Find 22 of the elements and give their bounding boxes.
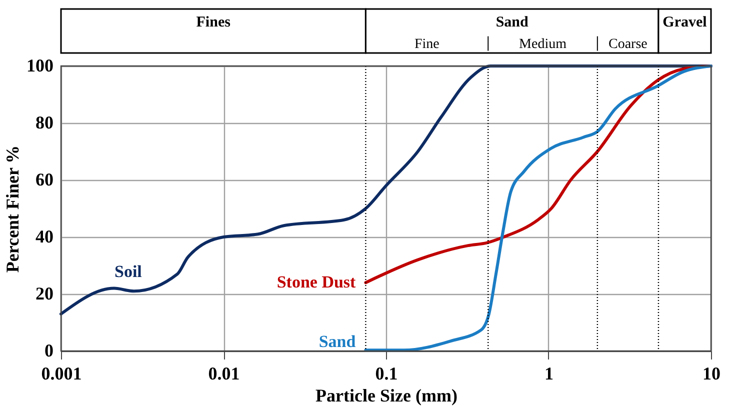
y-tick-label: 80 bbox=[36, 112, 54, 132]
y-tick-label: 60 bbox=[36, 170, 54, 190]
series-label: Soil bbox=[114, 262, 142, 282]
x-tick-label: 10 bbox=[702, 364, 720, 384]
series-label: Sand bbox=[318, 332, 356, 352]
series-label: Stone Dust bbox=[276, 272, 356, 292]
x-tick-label: 0.01 bbox=[208, 364, 240, 384]
text: Gravel bbox=[662, 14, 707, 30]
text: Medium bbox=[519, 37, 567, 52]
y-tick-label: 40 bbox=[36, 226, 54, 246]
y-tick-label: 100 bbox=[26, 56, 54, 76]
x-tick-label: 0.001 bbox=[41, 364, 82, 384]
text: Coarse bbox=[608, 37, 648, 52]
y-axis-title: Percent Finer % bbox=[2, 145, 22, 273]
text: Sand bbox=[496, 14, 529, 30]
x-tick-label: 1 bbox=[544, 364, 554, 384]
text: Fine bbox=[414, 37, 440, 52]
y-tick-label: 20 bbox=[36, 284, 54, 304]
x-tick-label: 0.1 bbox=[375, 364, 398, 384]
y-tick-label: 0 bbox=[44, 340, 54, 360]
text: Fines bbox=[196, 14, 231, 30]
x-axis-title: Particle Size (mm) bbox=[316, 386, 458, 406]
